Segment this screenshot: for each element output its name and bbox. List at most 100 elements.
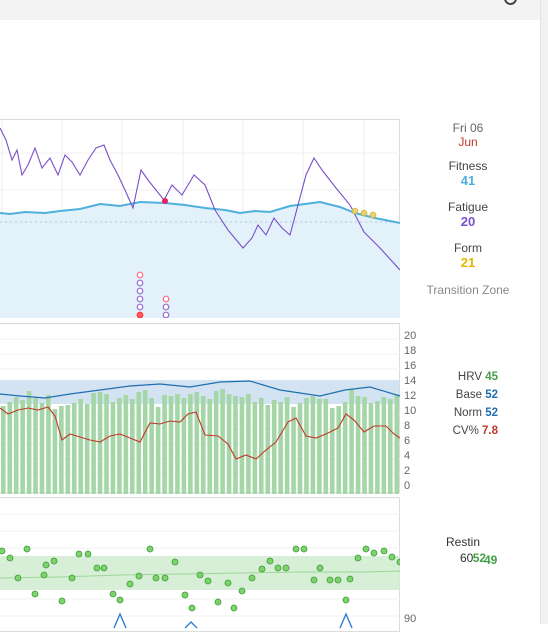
rhr-point [266, 557, 274, 565]
hrv-bar [388, 399, 393, 494]
rhr-point [116, 596, 124, 604]
hrv-bar [46, 395, 51, 494]
hrv-bar [97, 392, 103, 494]
rhr-point [214, 598, 222, 606]
event-marker [136, 311, 144, 318]
form-dot [360, 209, 368, 217]
hrv-bar [65, 405, 71, 494]
rhr-point [31, 590, 39, 598]
rhr-point [362, 545, 370, 553]
rhr-point [354, 554, 362, 562]
hrv-bar [329, 408, 335, 494]
hrv-bar [20, 400, 25, 494]
hrv-bar [162, 395, 167, 494]
hrv-bar [1, 406, 6, 494]
fitness-chart[interactable] [0, 120, 400, 318]
fitness-value: 41 [460, 173, 476, 188]
hrv-bar [252, 402, 258, 494]
rhr-point [292, 545, 300, 553]
hrv-bar [233, 396, 238, 494]
resting-hr-chart[interactable] [0, 498, 400, 633]
date-day: Fri 06 [452, 121, 484, 135]
fitness-area [0, 202, 400, 318]
hrv-bar [368, 403, 374, 494]
fatigue-legend: Fatigue 20 [418, 200, 518, 229]
resting-label: Restin [446, 535, 481, 549]
form-dot [351, 207, 359, 215]
rhr-point [300, 545, 308, 553]
hrv-bar [342, 402, 348, 494]
rhr-point [171, 558, 179, 566]
fitness-label: Fitness [448, 159, 488, 173]
hrv-bar [220, 389, 225, 494]
event-marker [136, 279, 144, 287]
hrv-bar [104, 394, 109, 494]
hrv-axis-tick: 2 [404, 465, 411, 477]
norm-legend: Norm 52 [428, 407, 498, 419]
hrv-chart-panel[interactable] [0, 323, 400, 494]
resting-value-a: 60 [460, 551, 474, 565]
rhr-point [396, 558, 400, 566]
hrv-bar [246, 394, 251, 494]
hrv-bar [130, 399, 135, 494]
event-marker [162, 311, 170, 318]
event-marker [136, 303, 144, 311]
fatigue-line [0, 127, 400, 271]
rhr-point [334, 576, 342, 584]
hrv-axis-tick: 12 [404, 390, 417, 402]
fitness-legend: Fitness 41 [418, 159, 518, 188]
resting-axis-tick: 90 [404, 613, 417, 625]
rhr-point [310, 576, 318, 584]
rhr-point [380, 547, 388, 555]
date-month: Jun [458, 135, 478, 149]
rhr-point [100, 564, 108, 572]
rhr-point [346, 575, 354, 583]
rhr-point [68, 574, 76, 582]
hrv-bar [33, 398, 38, 494]
hrv-bar [117, 398, 122, 494]
rhr-point [230, 604, 238, 612]
hrv-bar [304, 398, 309, 494]
cv-value: 7.8 [482, 425, 498, 437]
event-marker [136, 287, 144, 295]
fitness-chart-panel[interactable] [0, 119, 400, 318]
page-scrollbar[interactable] [540, 0, 548, 624]
rhr-point [14, 574, 22, 582]
hrv-bar [13, 397, 19, 494]
resting-hr-chart-panel[interactable] [0, 497, 400, 632]
hrv-legend: HRV 45 [428, 371, 498, 383]
hrv-bar [78, 399, 83, 494]
form-label: Form [454, 241, 482, 255]
hrv-bar [226, 394, 232, 494]
hrv-bar [362, 397, 367, 494]
hrv-bar [265, 405, 271, 494]
hrv-axis-tick: 10 [404, 405, 417, 417]
rhr-point [282, 564, 290, 572]
hrv-bar [194, 392, 200, 494]
hrv-bar [271, 400, 277, 494]
hrv-bar [175, 394, 180, 494]
rhr-point [181, 591, 189, 599]
hrv-axis-tick: 16 [404, 360, 417, 372]
rhr-point [238, 587, 246, 595]
fatigue-label: Fatigue [447, 200, 489, 214]
hrv-cv-line [0, 406, 400, 460]
rhr-point [248, 574, 256, 582]
top-toolbar [0, 0, 540, 20]
hrv-chart[interactable] [0, 324, 400, 494]
hrv-axis-tick: 0 [404, 480, 411, 492]
fitness-marker-dot [162, 198, 168, 204]
rhr-point [93, 564, 101, 572]
form-legend: Form 21 [418, 241, 518, 270]
hrv-bar [375, 401, 380, 494]
cv-label: CV% [452, 425, 479, 437]
hrv-axis-tick: 20 [404, 330, 417, 342]
hrv-bar [381, 397, 387, 494]
hrv-bar [59, 406, 64, 494]
rhr-point [204, 577, 212, 585]
resting-values: 60 52 [460, 551, 490, 565]
hrv-bar [26, 391, 32, 494]
rhr-point [342, 596, 350, 604]
rhr-point [161, 574, 169, 582]
rhr-point [224, 579, 232, 587]
